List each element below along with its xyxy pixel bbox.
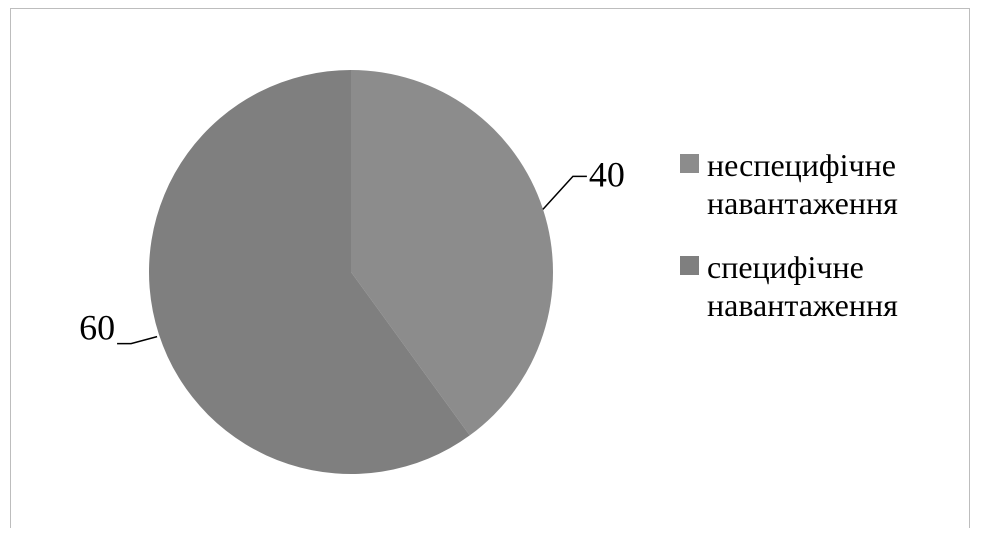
legend-label-specific: специфічне навантаження bbox=[707, 249, 898, 323]
pie-slices bbox=[149, 70, 553, 474]
legend-swatch-nonspecific bbox=[680, 154, 699, 173]
legend-item-nonspecific: неспецифічне навантаження bbox=[680, 146, 970, 222]
pie-slice-nonspecific bbox=[351, 70, 553, 436]
leader-line-specific bbox=[117, 335, 158, 345]
legend-swatch-specific bbox=[680, 256, 699, 275]
legend: неспецифічне навантаження специфічне нав… bbox=[680, 146, 970, 350]
legend-label-nonspecific: неспецифічне навантаження bbox=[707, 147, 898, 221]
legend-item-specific: специфічне навантаження bbox=[680, 248, 970, 324]
pie-data-labels: 40 60 bbox=[79, 154, 625, 347]
leader-line-nonspecific bbox=[542, 175, 587, 210]
data-label-nonspecific: 40 bbox=[589, 154, 625, 194]
pie-slice-specific bbox=[149, 70, 470, 474]
chart-frame bbox=[10, 8, 970, 528]
data-label-specific: 60 bbox=[79, 308, 115, 348]
